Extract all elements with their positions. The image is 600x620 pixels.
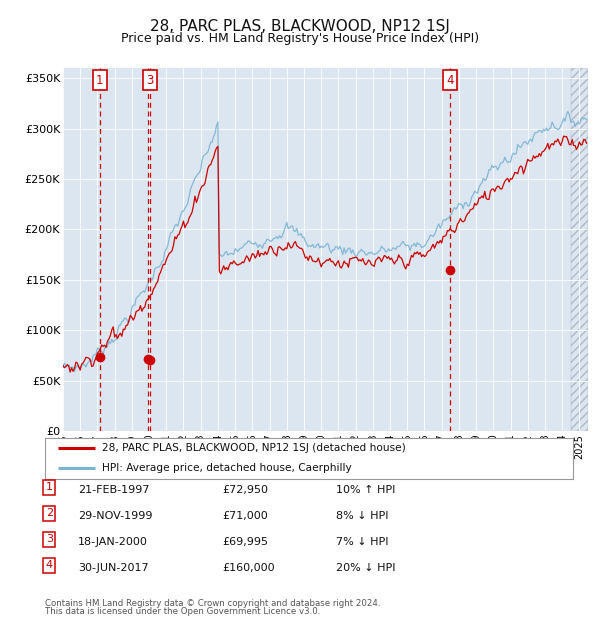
Text: £69,995: £69,995 — [222, 537, 268, 547]
Text: 8% ↓ HPI: 8% ↓ HPI — [336, 511, 389, 521]
Text: 28, PARC PLAS, BLACKWOOD, NP12 1SJ (detached house): 28, PARC PLAS, BLACKWOOD, NP12 1SJ (deta… — [102, 443, 406, 453]
Text: 7% ↓ HPI: 7% ↓ HPI — [336, 537, 389, 547]
Text: 4: 4 — [46, 560, 53, 570]
Text: 1: 1 — [46, 482, 53, 492]
Text: 2: 2 — [46, 508, 53, 518]
Text: 3: 3 — [46, 534, 53, 544]
Text: 3: 3 — [146, 74, 154, 87]
Text: £72,950: £72,950 — [222, 485, 268, 495]
Text: £71,000: £71,000 — [222, 511, 268, 521]
Text: 30-JUN-2017: 30-JUN-2017 — [78, 563, 149, 573]
Text: 20% ↓ HPI: 20% ↓ HPI — [336, 563, 395, 573]
Text: 10% ↑ HPI: 10% ↑ HPI — [336, 485, 395, 495]
Text: 28, PARC PLAS, BLACKWOOD, NP12 1SJ: 28, PARC PLAS, BLACKWOOD, NP12 1SJ — [150, 19, 450, 33]
Text: 29-NOV-1999: 29-NOV-1999 — [78, 511, 152, 521]
Text: 18-JAN-2000: 18-JAN-2000 — [78, 537, 148, 547]
Text: This data is licensed under the Open Government Licence v3.0.: This data is licensed under the Open Gov… — [45, 607, 320, 616]
Text: HPI: Average price, detached house, Caerphilly: HPI: Average price, detached house, Caer… — [102, 463, 352, 474]
Text: £160,000: £160,000 — [222, 563, 275, 573]
Text: 1: 1 — [96, 74, 103, 87]
Text: Contains HM Land Registry data © Crown copyright and database right 2024.: Contains HM Land Registry data © Crown c… — [45, 598, 380, 608]
Text: Price paid vs. HM Land Registry's House Price Index (HPI): Price paid vs. HM Land Registry's House … — [121, 32, 479, 45]
Text: 21-FEB-1997: 21-FEB-1997 — [78, 485, 149, 495]
Text: 4: 4 — [446, 74, 454, 87]
